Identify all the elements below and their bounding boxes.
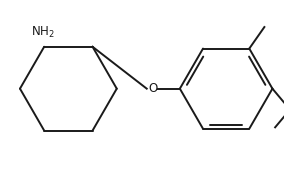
Text: NH$_2$: NH$_2$ [31,25,55,40]
Text: O: O [148,82,157,95]
